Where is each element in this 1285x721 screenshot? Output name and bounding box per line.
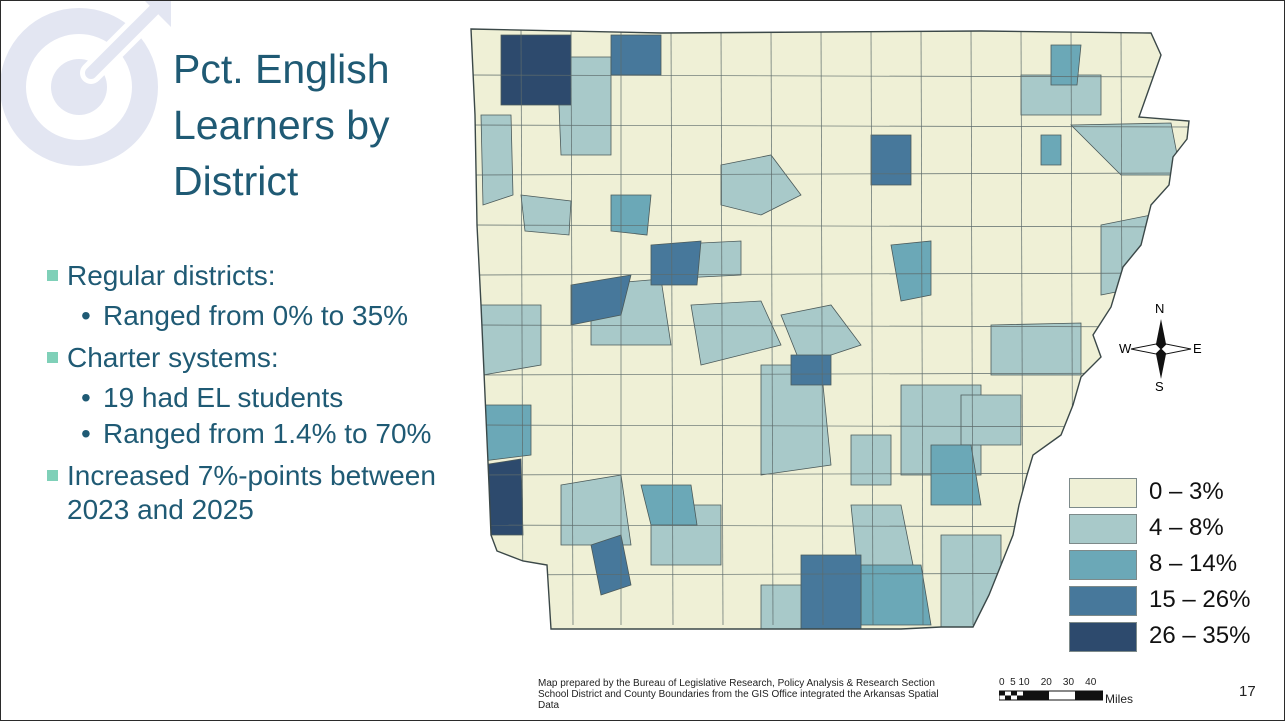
sub-bullet-charter-el: 19 had EL students bbox=[45, 381, 465, 415]
legend-item: 4 – 8% bbox=[1069, 511, 1269, 547]
legend-swatch bbox=[1069, 586, 1137, 616]
compass-s: S bbox=[1155, 379, 1164, 394]
bullet-increase: Increased 7%-points between 2023 and 202… bbox=[45, 459, 465, 527]
credit-line-2: School District and County Boundaries fr… bbox=[538, 689, 939, 700]
legend-item: 8 – 14% bbox=[1069, 547, 1269, 583]
legend-label: 15 – 26% bbox=[1149, 586, 1251, 613]
compass-n: N bbox=[1155, 301, 1165, 316]
slide-title: Pct. English Learners by District bbox=[173, 41, 443, 209]
legend-swatch bbox=[1069, 514, 1137, 544]
title-line-3: District bbox=[173, 158, 299, 204]
scale-bar-graphic bbox=[999, 690, 1103, 701]
scale-bar: 0 5 10 20 30 40 Miles bbox=[999, 677, 1169, 707]
legend-swatch bbox=[1069, 550, 1137, 580]
legend-swatch bbox=[1069, 622, 1137, 652]
bullet-regular-districts: Regular districts: bbox=[45, 259, 465, 293]
sub-bullet-charter-range: Ranged from 1.4% to 70% bbox=[45, 417, 465, 451]
legend-label: 0 – 3% bbox=[1149, 478, 1224, 505]
legend-label: 8 – 14% bbox=[1149, 550, 1238, 577]
legend-item: 26 – 35% bbox=[1069, 619, 1269, 655]
title-line-2: Learners by bbox=[173, 102, 390, 148]
sub-bullet-regular-range: Ranged from 0% to 35% bbox=[45, 299, 465, 333]
legend-item: 15 – 26% bbox=[1069, 583, 1269, 619]
credit-line-1: Map prepared by the Bureau of Legislativ… bbox=[538, 678, 935, 689]
bullet-charter-systems: Charter systems: bbox=[45, 341, 465, 375]
legend-label: 4 – 8% bbox=[1149, 514, 1224, 541]
legend-label: 26 – 35% bbox=[1149, 622, 1251, 649]
legend: 0 – 3% 4 – 8% 8 – 14% 15 – 26% 26 – 35% bbox=[1069, 475, 1269, 655]
arkansas-district-map bbox=[470, 28, 1190, 630]
compass-icon bbox=[1130, 319, 1192, 379]
title-line-1: Pct. English bbox=[173, 46, 390, 92]
bullet-list: Regular districts: Ranged from 0% to 35%… bbox=[45, 259, 465, 533]
page-number: 17 bbox=[1239, 683, 1256, 700]
scale-ticks: 0 5 10 20 30 40 bbox=[999, 677, 1097, 688]
scale-unit: Miles bbox=[1105, 692, 1134, 706]
target-logo-icon bbox=[1, 1, 172, 166]
compass-w: W bbox=[1119, 341, 1132, 356]
legend-item: 0 – 3% bbox=[1069, 475, 1269, 511]
credit-line-3: Data bbox=[538, 700, 560, 711]
legend-swatch bbox=[1069, 478, 1137, 508]
map-credit: Map prepared by the Bureau of Legislativ… bbox=[538, 678, 988, 711]
compass-e: E bbox=[1193, 341, 1202, 356]
